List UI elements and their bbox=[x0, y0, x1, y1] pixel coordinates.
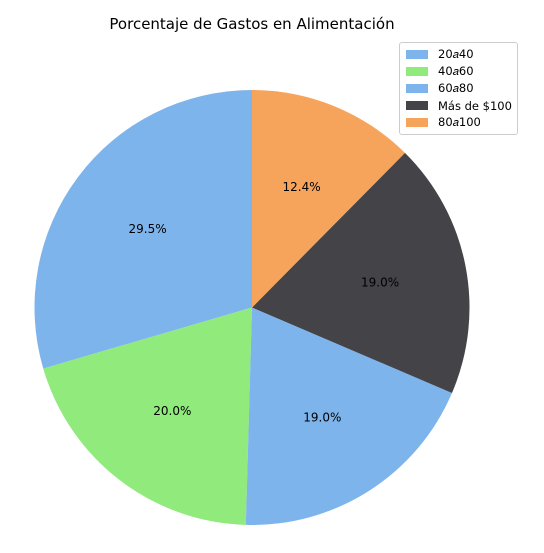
legend-label: 80𝑎100 bbox=[438, 115, 481, 129]
slice-percent-label: 20.0% bbox=[153, 404, 191, 418]
pie-slice bbox=[43, 307, 252, 525]
legend-swatch bbox=[406, 101, 428, 110]
legend-label: Más de $100 bbox=[438, 98, 512, 113]
legend-item: 60𝑎80 bbox=[406, 80, 517, 97]
pie-slices bbox=[34, 90, 470, 525]
pie-slice bbox=[252, 90, 405, 308]
slice-percent-label: 12.4% bbox=[283, 180, 321, 194]
legend-label: 40𝑎60 bbox=[438, 64, 474, 78]
legend-swatch bbox=[406, 118, 428, 127]
legend-label: 60𝑎80 bbox=[438, 81, 474, 95]
legend: 20𝑎40 40𝑎60 60𝑎80 Más de $100 80𝑎100 bbox=[399, 42, 518, 135]
legend-label: 20𝑎40 bbox=[438, 47, 474, 61]
slice-percent-label: 19.0% bbox=[303, 410, 341, 424]
legend-swatch bbox=[406, 84, 428, 93]
pie-slice bbox=[252, 152, 470, 394]
pie-slice bbox=[245, 307, 452, 525]
legend-item: 80𝑎100 bbox=[406, 114, 517, 131]
legend-swatch bbox=[406, 50, 428, 59]
legend-item: 20𝑎40 bbox=[406, 46, 517, 63]
pie-percent-labels: 29.5% 20.0% 19.0% 19.0% 12.4% bbox=[129, 180, 400, 425]
slice-percent-label: 19.0% bbox=[361, 275, 399, 289]
legend-swatch bbox=[406, 67, 428, 76]
legend-item: 40𝑎60 bbox=[406, 63, 517, 80]
slice-percent-label: 29.5% bbox=[129, 222, 167, 236]
pie-slice bbox=[34, 90, 253, 369]
chart-title: Porcentaje de Gastos en Alimentación bbox=[109, 15, 394, 33]
legend-item: Más de $100 bbox=[406, 97, 517, 114]
